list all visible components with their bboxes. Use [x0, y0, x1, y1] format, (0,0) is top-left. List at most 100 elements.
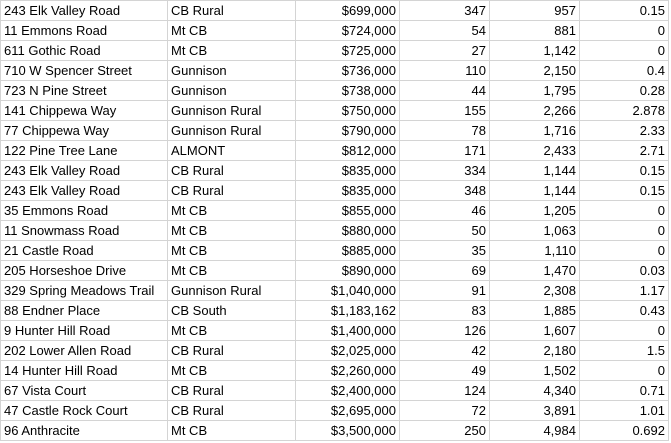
- area-cell[interactable]: CB South: [167, 300, 296, 321]
- address-cell[interactable]: 122 Pine Tree Lane: [0, 140, 168, 161]
- area-cell[interactable]: Gunnison Rural: [167, 120, 296, 141]
- address-cell[interactable]: 243 Elk Valley Road: [0, 160, 168, 181]
- area-cell[interactable]: Gunnison: [167, 80, 296, 101]
- address-cell[interactable]: 611 Gothic Road: [0, 40, 168, 61]
- area-cell[interactable]: Mt CB: [167, 240, 296, 261]
- price-cell[interactable]: $724,000: [295, 20, 400, 41]
- address-cell[interactable]: 96 Anthracite: [0, 420, 168, 441]
- days-cell[interactable]: 78: [399, 120, 490, 141]
- acres-cell[interactable]: 0.15: [579, 160, 669, 181]
- area-cell[interactable]: Gunnison Rural: [167, 100, 296, 121]
- address-cell[interactable]: 329 Spring Meadows Trail: [0, 280, 168, 301]
- sqft-cell[interactable]: 1,110: [489, 240, 580, 261]
- price-cell[interactable]: $1,400,000: [295, 320, 400, 341]
- price-cell[interactable]: $1,040,000: [295, 280, 400, 301]
- acres-cell[interactable]: 0.15: [579, 180, 669, 201]
- price-cell[interactable]: $699,000: [295, 0, 400, 21]
- days-cell[interactable]: 124: [399, 380, 490, 401]
- address-cell[interactable]: 35 Emmons Road: [0, 200, 168, 221]
- address-cell[interactable]: 77 Chippewa Way: [0, 120, 168, 141]
- acres-cell[interactable]: 2.878: [579, 100, 669, 121]
- sqft-cell[interactable]: 4,340: [489, 380, 580, 401]
- area-cell[interactable]: CB Rural: [167, 340, 296, 361]
- area-cell[interactable]: Mt CB: [167, 320, 296, 341]
- price-cell[interactable]: $3,500,000: [295, 420, 400, 441]
- price-cell[interactable]: $2,260,000: [295, 360, 400, 381]
- days-cell[interactable]: 27: [399, 40, 490, 61]
- acres-cell[interactable]: 0: [579, 20, 669, 41]
- days-cell[interactable]: 91: [399, 280, 490, 301]
- days-cell[interactable]: 69: [399, 260, 490, 281]
- acres-cell[interactable]: 0: [579, 360, 669, 381]
- address-cell[interactable]: 11 Snowmass Road: [0, 220, 168, 241]
- acres-cell[interactable]: 0.03: [579, 260, 669, 281]
- price-cell[interactable]: $835,000: [295, 180, 400, 201]
- sqft-cell[interactable]: 2,150: [489, 60, 580, 81]
- acres-cell[interactable]: 1.5: [579, 340, 669, 361]
- area-cell[interactable]: Mt CB: [167, 20, 296, 41]
- acres-cell[interactable]: 0.28: [579, 80, 669, 101]
- acres-cell[interactable]: 0.692: [579, 420, 669, 441]
- area-cell[interactable]: CB Rural: [167, 160, 296, 181]
- price-cell[interactable]: $2,695,000: [295, 400, 400, 421]
- address-cell[interactable]: 243 Elk Valley Road: [0, 180, 168, 201]
- address-cell[interactable]: 9 Hunter Hill Road: [0, 320, 168, 341]
- days-cell[interactable]: 126: [399, 320, 490, 341]
- address-cell[interactable]: 723 N Pine Street: [0, 80, 168, 101]
- sqft-cell[interactable]: 1,063: [489, 220, 580, 241]
- address-cell[interactable]: 88 Endner Place: [0, 300, 168, 321]
- area-cell[interactable]: Gunnison: [167, 60, 296, 81]
- price-cell[interactable]: $1,183,162: [295, 300, 400, 321]
- address-cell[interactable]: 14 Hunter Hill Road: [0, 360, 168, 381]
- sqft-cell[interactable]: 1,470: [489, 260, 580, 281]
- sqft-cell[interactable]: 1,795: [489, 80, 580, 101]
- price-cell[interactable]: $738,000: [295, 80, 400, 101]
- price-cell[interactable]: $855,000: [295, 200, 400, 221]
- area-cell[interactable]: CB Rural: [167, 0, 296, 21]
- sqft-cell[interactable]: 1,142: [489, 40, 580, 61]
- area-cell[interactable]: Gunnison Rural: [167, 280, 296, 301]
- acres-cell[interactable]: 0: [579, 320, 669, 341]
- acres-cell[interactable]: 0: [579, 200, 669, 221]
- acres-cell[interactable]: 0: [579, 220, 669, 241]
- price-cell[interactable]: $812,000: [295, 140, 400, 161]
- sqft-cell[interactable]: 1,502: [489, 360, 580, 381]
- address-cell[interactable]: 47 Castle Rock Court: [0, 400, 168, 421]
- sqft-cell[interactable]: 4,984: [489, 420, 580, 441]
- price-cell[interactable]: $790,000: [295, 120, 400, 141]
- days-cell[interactable]: 50: [399, 220, 490, 241]
- days-cell[interactable]: 49: [399, 360, 490, 381]
- sqft-cell[interactable]: 2,433: [489, 140, 580, 161]
- sqft-cell[interactable]: 1,144: [489, 180, 580, 201]
- area-cell[interactable]: ALMONT: [167, 140, 296, 161]
- days-cell[interactable]: 42: [399, 340, 490, 361]
- address-cell[interactable]: 202 Lower Allen Road: [0, 340, 168, 361]
- price-cell[interactable]: $750,000: [295, 100, 400, 121]
- days-cell[interactable]: 54: [399, 20, 490, 41]
- sqft-cell[interactable]: 881: [489, 20, 580, 41]
- price-cell[interactable]: $725,000: [295, 40, 400, 61]
- days-cell[interactable]: 155: [399, 100, 490, 121]
- area-cell[interactable]: Mt CB: [167, 420, 296, 441]
- acres-cell[interactable]: 0.71: [579, 380, 669, 401]
- acres-cell[interactable]: 2.71: [579, 140, 669, 161]
- sqft-cell[interactable]: 1,144: [489, 160, 580, 181]
- price-cell[interactable]: $890,000: [295, 260, 400, 281]
- acres-cell[interactable]: 2.33: [579, 120, 669, 141]
- acres-cell[interactable]: 0: [579, 240, 669, 261]
- acres-cell[interactable]: 1.01: [579, 400, 669, 421]
- days-cell[interactable]: 250: [399, 420, 490, 441]
- days-cell[interactable]: 35: [399, 240, 490, 261]
- acres-cell[interactable]: 1.17: [579, 280, 669, 301]
- address-cell[interactable]: 205 Horseshoe Drive: [0, 260, 168, 281]
- price-cell[interactable]: $835,000: [295, 160, 400, 181]
- area-cell[interactable]: Mt CB: [167, 220, 296, 241]
- days-cell[interactable]: 347: [399, 0, 490, 21]
- area-cell[interactable]: CB Rural: [167, 180, 296, 201]
- acres-cell[interactable]: 0.4: [579, 60, 669, 81]
- price-cell[interactable]: $880,000: [295, 220, 400, 241]
- acres-cell[interactable]: 0.15: [579, 0, 669, 21]
- area-cell[interactable]: CB Rural: [167, 400, 296, 421]
- price-cell[interactable]: $736,000: [295, 60, 400, 81]
- address-cell[interactable]: 67 Vista Court: [0, 380, 168, 401]
